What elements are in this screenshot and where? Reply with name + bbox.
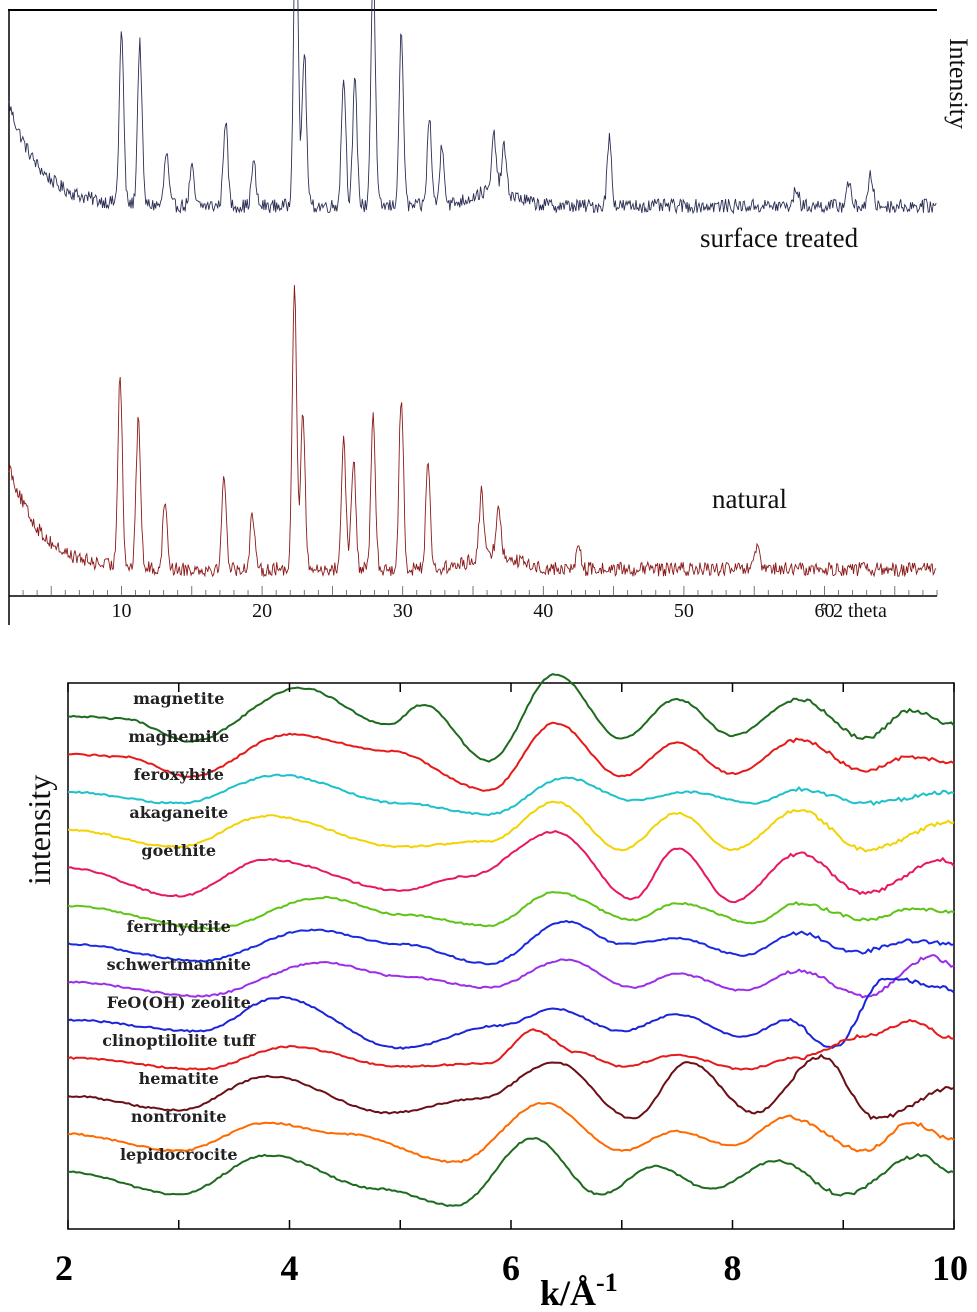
exafs-series-line: [67, 830, 955, 904]
exafs-x-axis-title: k/Å-1: [540, 1268, 618, 1312]
exafs-series-line: [67, 954, 955, 999]
exafs-series-labels: magnetite maghemite feroxyhite akaganeite go…: [102, 689, 256, 1164]
exafs-series-line: [67, 673, 955, 763]
xrd-x-tick-label: 10: [111, 600, 131, 622]
exafs-series-label: schwertmannite: [107, 955, 251, 974]
exafs-x-tick-label: 8: [724, 1248, 742, 1288]
exafs-x-axis-title-base: k/Å: [540, 1273, 596, 1312]
exafs-series-label: FeO(OH) zeolite: [107, 993, 251, 1012]
exafs-series-line: [67, 977, 955, 1050]
exafs-tick-labels: 2 4 6 8 10: [55, 1248, 968, 1288]
xrd-series-line: [8, 0, 937, 215]
xrd-x-axis-title: ° 2 theta: [820, 600, 887, 622]
xrd-y-axis-title: Intensity: [944, 38, 973, 129]
exafs-series-label: lepidocrocite: [120, 1145, 238, 1164]
exafs-series-label: feroxyhite: [134, 765, 224, 784]
exafs-series-label: clinoptilolite tuff: [102, 1031, 256, 1050]
xrd-x-tick-label: 20: [252, 600, 272, 622]
exafs-series-line: [67, 800, 955, 853]
exafs-series-line: [67, 919, 955, 966]
xrd-chart: 10 20 30 40 50 60 ° 2 theta Intensity surface…: [8, 0, 973, 625]
exafs-series-label: magnetite: [133, 689, 224, 708]
exafs-series-label: hematite: [139, 1069, 219, 1088]
xrd-x-tick-label: 30: [393, 600, 413, 622]
exafs-series-label: maghemite: [128, 727, 229, 746]
exafs-series-line: [67, 890, 955, 931]
exafs-series-line: [67, 721, 955, 792]
exafs-series-label: nontronite: [131, 1107, 227, 1126]
xrd-series-line: [8, 284, 937, 578]
exafs-x-tick-label: 2: [55, 1248, 73, 1288]
exafs-x-axis-title-exponent: -1: [596, 1268, 618, 1297]
exafs-series-line: [67, 1053, 955, 1121]
xrd-x-tick-label: 60: [815, 600, 835, 622]
exafs-x-tick-label: 10: [932, 1248, 968, 1288]
exafs-series-line: [67, 1101, 955, 1164]
xrd-minor-ticks: [22, 586, 938, 596]
exafs-series-line: [67, 1018, 955, 1071]
exafs-x-tick-label: 4: [281, 1248, 299, 1288]
xrd-x-tick-label: 40: [533, 600, 553, 622]
exafs-series-label: goethite: [141, 841, 216, 860]
xrd-legend-natural: natural: [712, 484, 787, 514]
exafs-series-label: ferrihydrite: [127, 917, 231, 936]
xrd-series-group: [8, 0, 937, 578]
xrd-tick-labels: 10 20 30 40 50 60: [111, 600, 834, 622]
exafs-chart: magnetite maghemite feroxyhite akaganeite go…: [21, 673, 968, 1312]
exafs-x-tick-label: 6: [502, 1248, 520, 1288]
xrd-legend-surface-treated: surface treated: [700, 223, 859, 253]
exafs-series-line: [67, 1136, 955, 1207]
exafs-series-group: [67, 673, 955, 1207]
exafs-ticks: [67, 683, 955, 1229]
exafs-y-axis-title: intensity: [21, 775, 57, 885]
exafs-series-label: akaganeite: [129, 803, 228, 822]
xrd-x-tick-label: 50: [674, 600, 694, 622]
exafs-series-line: [68, 773, 955, 817]
